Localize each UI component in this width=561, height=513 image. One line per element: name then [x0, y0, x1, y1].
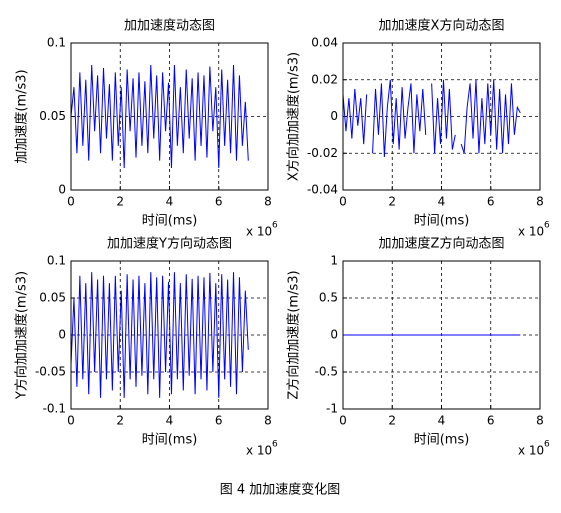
x-tick-label: 0 — [67, 414, 75, 428]
x-tick-label: 4 — [166, 195, 174, 209]
y-tick-label: 0.05 — [39, 109, 66, 123]
x-tick-label: 6 — [487, 195, 495, 209]
y-tick-label: 0 — [58, 328, 66, 342]
y-tick-label: -1 — [326, 402, 338, 416]
chart-title: 加加速度动态图 — [124, 18, 215, 34]
x-scale-label: x 10 — [246, 444, 272, 458]
y-tick-label: 0.04 — [311, 36, 338, 50]
axes-box — [342, 260, 541, 410]
chart-title: 加加速度Y方向动态图 — [107, 236, 232, 252]
x-tick-label: 2 — [388, 195, 396, 209]
x-scale-exponent: 6 — [544, 221, 550, 231]
y-tick-label: 0.02 — [311, 72, 338, 86]
x-tick-label: 4 — [166, 414, 174, 428]
x-tick-label: 6 — [215, 195, 223, 209]
axes-box — [342, 42, 541, 191]
y-tick-label: 0 — [330, 328, 338, 342]
x-axis-label: 时间(ms) — [414, 433, 470, 448]
y-tick-label: -0.1 — [43, 402, 66, 416]
y-axis-label: 加加速度(m/s3) — [14, 69, 30, 163]
y-tick-label: 1 — [330, 254, 338, 268]
x-tick-label: 4 — [438, 414, 446, 428]
y-tick-label: 0.5 — [319, 291, 338, 305]
data-line — [342, 79, 521, 157]
x-scale-exponent: 6 — [272, 440, 278, 450]
y-tick-label: 0.1 — [47, 36, 66, 50]
y-tick-label: 0 — [330, 109, 338, 123]
y-axis-label: Y方向加加速度(m/s3) — [14, 271, 30, 400]
y-tick-label: 0.05 — [39, 291, 66, 305]
y-axis-label: X方向加加速度(m/s3) — [286, 52, 302, 181]
data-line — [70, 272, 249, 398]
x-axis-label: 时间(ms) — [142, 433, 198, 448]
x-axis-label: 时间(ms) — [414, 214, 470, 229]
x-tick-label: 8 — [264, 414, 272, 428]
x-scale-label: x 10 — [518, 225, 544, 239]
data-line — [70, 65, 249, 168]
x-tick-label: 8 — [264, 195, 272, 209]
x-scale-label: x 10 — [246, 225, 272, 239]
axes-box — [70, 260, 269, 410]
x-tick-label: 4 — [438, 195, 446, 209]
chart-title: 加加速度X方向动态图 — [379, 18, 505, 34]
y-tick-label: 0.1 — [47, 254, 66, 268]
x-scale-exponent: 6 — [544, 440, 550, 450]
x-scale-exponent: 6 — [272, 221, 278, 231]
x-tick-label: 0 — [339, 195, 347, 209]
x-axis-label: 时间(ms) — [142, 214, 198, 229]
y-tick-label: -0.02 — [307, 146, 338, 160]
y-tick-label: 0 — [58, 183, 66, 197]
figure-caption: 图 4 加加速度变化图 — [220, 482, 341, 498]
x-tick-label: 6 — [215, 414, 223, 428]
axes-box — [70, 42, 269, 191]
x-scale-label: x 10 — [518, 444, 544, 458]
y-tick-label: -0.05 — [35, 365, 66, 379]
x-tick-label: 2 — [116, 414, 124, 428]
x-tick-label: 6 — [487, 414, 495, 428]
y-tick-label: -0.5 — [315, 365, 338, 379]
x-tick-label: 2 — [116, 195, 124, 209]
chart-title: 加加速度Z方向动态图 — [379, 236, 505, 252]
x-tick-label: 8 — [536, 414, 544, 428]
x-tick-label: 8 — [536, 195, 544, 209]
x-tick-label: 2 — [388, 414, 396, 428]
x-tick-label: 0 — [339, 414, 347, 428]
x-tick-label: 0 — [67, 195, 75, 209]
y-tick-label: -0.04 — [307, 183, 338, 197]
y-axis-label: Z方向加加速度(m/s3) — [286, 270, 302, 399]
